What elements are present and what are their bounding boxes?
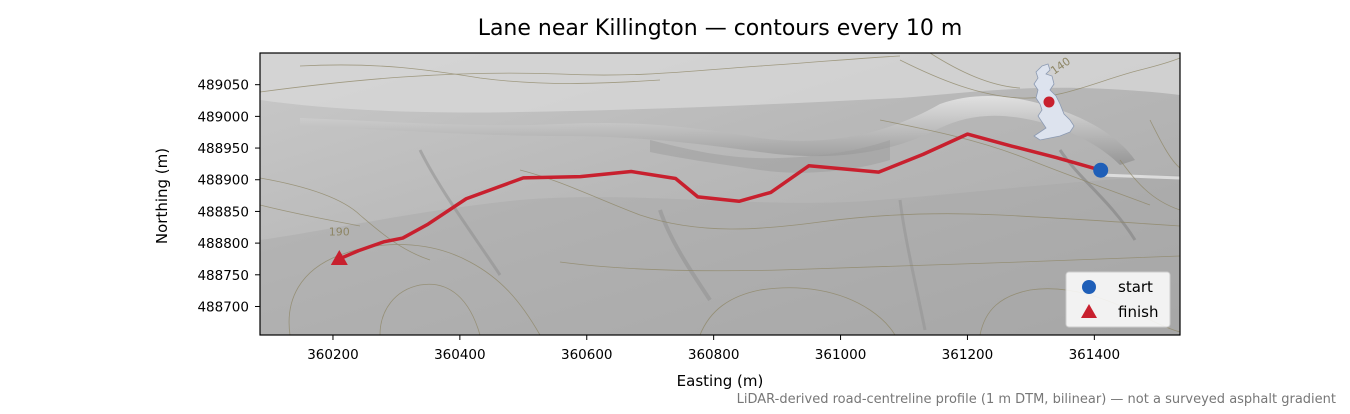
x-tick-label: 360800 — [688, 347, 740, 363]
inset-location-marker — [1043, 96, 1055, 108]
x-axis-label: Easting (m) — [676, 372, 764, 390]
x-axis-ticks: 360200 360400 360600 360800 361000 361200 3614… — [307, 335, 1120, 363]
y-tick-label: 488700 — [197, 299, 249, 315]
uk-locator-inset — [1033, 63, 1075, 141]
legend: start finish — [1065, 271, 1171, 328]
legend-start-label: start — [1118, 278, 1153, 296]
contour-label: 190 — [329, 226, 350, 239]
y-tick-label: 488900 — [197, 173, 249, 189]
x-tick-label: 361200 — [942, 347, 994, 363]
contour-lines — [259, 52, 1181, 336]
y-tick-label: 488750 — [197, 268, 249, 284]
route-layer — [330, 132, 1109, 265]
route-line — [337, 132, 1103, 261]
x-tick-label: 361000 — [815, 347, 867, 363]
y-tick-label: 488850 — [197, 204, 249, 220]
legend-start-icon — [1082, 280, 1096, 294]
hillshade-background — [260, 53, 1181, 335]
y-tick-label: 488800 — [197, 236, 249, 252]
y-tick-label: 488950 — [197, 141, 249, 157]
plot-frame — [259, 52, 1181, 336]
y-tick-label: 489000 — [197, 109, 249, 125]
x-tick-label: 360600 — [561, 347, 613, 363]
x-tick-label: 361400 — [1069, 347, 1121, 363]
legend-finish-icon — [1081, 304, 1097, 318]
legend-finish-label: finish — [1118, 303, 1158, 321]
map-title: Lane near Killington — contours every 10… — [477, 16, 963, 41]
y-axis-ticks: 488700 488750 488800 488850 488900 488950 4890… — [197, 78, 260, 315]
finish-marker — [330, 249, 348, 265]
footnote: LiDAR-derived road-centreline profile (1… — [736, 392, 1336, 407]
start-marker — [1093, 162, 1109, 178]
x-tick-label: 360400 — [434, 347, 486, 363]
y-tick-label: 489050 — [197, 78, 249, 94]
x-tick-label: 360200 — [307, 347, 359, 363]
